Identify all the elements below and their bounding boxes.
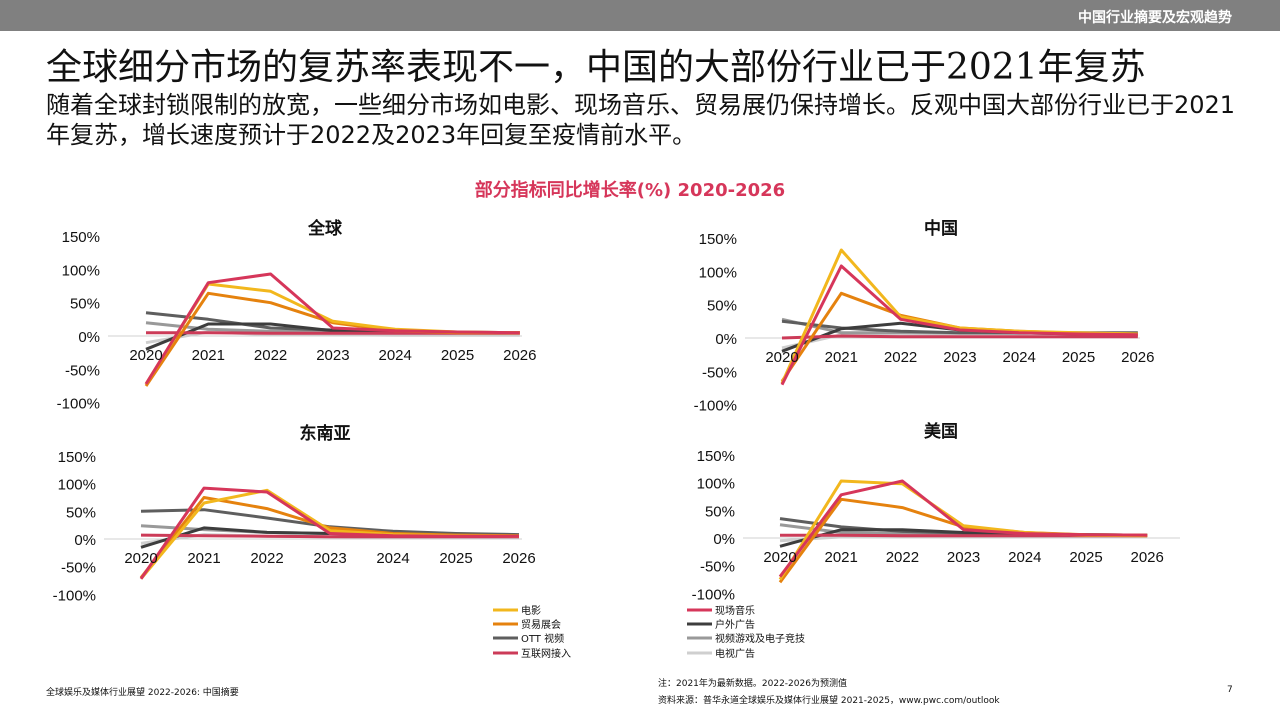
- series-line: [780, 264, 1138, 386]
- y-tick-label: 150%: [699, 231, 737, 248]
- series-line: [144, 272, 520, 385]
- header-bar: 中国行业摘要及宏观趋势: [0, 0, 1280, 31]
- legend-label: 视频游戏及电子竞技: [715, 632, 805, 645]
- y-tick-label: 150%: [58, 449, 96, 466]
- x-tick-label: 2022: [254, 347, 287, 364]
- x-tick-label: 2020: [765, 349, 798, 366]
- x-tick-label: 2021: [825, 349, 858, 366]
- x-tick-label: 2024: [379, 347, 412, 364]
- x-tick-label: 2025: [439, 550, 472, 567]
- panel-title: 全球: [307, 218, 343, 239]
- page-subtitle: 随着全球封锁限制的放宽，一些细分市场如电影、现场音乐、贸易展仍保持增长。反观中国…: [46, 91, 1236, 149]
- y-tick-label: 50%: [705, 503, 735, 520]
- y-tick-label: 100%: [62, 262, 100, 279]
- x-tick-label: 2025: [1062, 349, 1095, 366]
- x-tick-label: 2020: [763, 549, 796, 566]
- x-tick-label: 2023: [316, 347, 349, 364]
- x-tick-label: 2023: [943, 349, 976, 366]
- series-line: [779, 535, 1148, 543]
- x-tick-label: 2025: [441, 347, 474, 364]
- panel-title: 东南亚: [300, 423, 351, 444]
- x-tick-label: 2023: [313, 550, 346, 567]
- x-tick-label: 2024: [1003, 349, 1036, 366]
- page-title: 全球细分市场的复苏率表现不一，中国的大部份行业已于2021年复苏: [46, 47, 1146, 88]
- x-tick-label: 2022: [886, 549, 919, 566]
- x-tick-label: 2025: [1069, 549, 1102, 566]
- x-tick-label: 2026: [1121, 349, 1154, 366]
- x-tick-label: 2022: [250, 550, 283, 567]
- series-line: [778, 479, 1148, 578]
- y-tick-label: 0%: [713, 531, 735, 548]
- y-tick-label: -100%: [692, 586, 735, 603]
- y-tick-label: 150%: [697, 448, 735, 465]
- legend-label: 电影: [521, 604, 541, 617]
- x-tick-label: 2022: [884, 349, 917, 366]
- y-tick-label: 50%: [66, 504, 96, 521]
- x-tick-label: 2026: [503, 347, 536, 364]
- legend-label: OTT 视频: [521, 632, 564, 645]
- y-tick-label: 150%: [62, 229, 100, 246]
- x-tick-label: 2021: [192, 347, 225, 364]
- y-tick-label: 0%: [74, 532, 96, 549]
- y-tick-label: -50%: [65, 362, 100, 379]
- footer-source: 资料来源：普华永道全球娱乐及媒体行业展望 2021-2025，www.pwc.c…: [658, 696, 1000, 706]
- y-tick-label: 50%: [707, 298, 737, 315]
- panel-title: 美国: [924, 421, 958, 442]
- series-line: [144, 291, 520, 387]
- series-line: [139, 486, 519, 580]
- x-tick-label: 2024: [1008, 549, 1041, 566]
- y-tick-label: 0%: [715, 331, 737, 348]
- chart-title: 部分指标同比增长率(%) 2020-2026: [474, 180, 786, 201]
- legend-label: 互联网接入: [521, 647, 571, 660]
- y-tick-label: -50%: [61, 560, 96, 577]
- x-tick-label: 2023: [947, 549, 980, 566]
- legend-label: 现场音乐: [715, 604, 755, 617]
- y-tick-label: -50%: [702, 364, 737, 381]
- y-tick-label: 100%: [699, 264, 737, 281]
- y-tick-label: 0%: [78, 329, 100, 346]
- panel-title: 中国: [924, 218, 958, 239]
- y-tick-label: 100%: [58, 477, 96, 494]
- y-tick-label: 100%: [697, 476, 735, 493]
- x-tick-label: 2020: [124, 550, 157, 567]
- y-tick-label: -50%: [700, 559, 735, 576]
- y-tick-label: -100%: [57, 396, 100, 413]
- y-tick-label: -100%: [694, 398, 737, 415]
- series-line: [781, 334, 1138, 340]
- x-tick-label: 2026: [1131, 549, 1164, 566]
- series-line: [778, 497, 1148, 584]
- x-tick-label: 2024: [376, 550, 409, 567]
- legend-label: 户外广告: [715, 618, 755, 631]
- x-tick-label: 2026: [502, 550, 535, 567]
- legend-label: 电视广告: [715, 647, 755, 660]
- x-tick-label: 2020: [129, 347, 162, 364]
- page-number: 7: [1227, 685, 1233, 695]
- footer-publication: 全球娱乐及媒体行业展望 2022-2026: 中国摘要: [46, 688, 239, 698]
- x-tick-label: 2021: [825, 549, 858, 566]
- legend-label: 贸易展会: [521, 618, 561, 631]
- y-tick-label: 50%: [70, 296, 100, 313]
- footer-note: 注：2021年为最新数据。2022-2026为预测值: [658, 679, 847, 689]
- x-tick-label: 2021: [187, 550, 220, 567]
- y-tick-label: -100%: [53, 587, 96, 604]
- section-title: 中国行业摘要及宏观趋势: [1078, 10, 1232, 26]
